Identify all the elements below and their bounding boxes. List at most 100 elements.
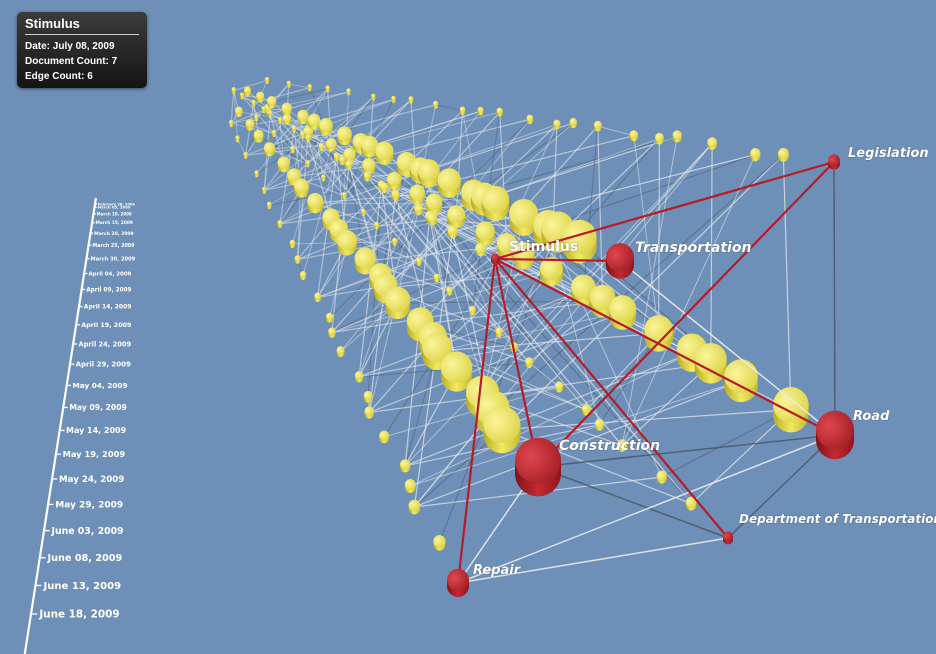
history-edge [690, 409, 792, 505]
history-edge [317, 232, 486, 298]
history-edge [256, 149, 293, 175]
timeline-date-label[interactable]: April 29, 2009 [76, 361, 131, 369]
active-term-nodes[interactable] [443, 152, 860, 598]
info-date-row: Date: July 08, 2009 [25, 39, 139, 54]
history-node [525, 357, 533, 368]
history-edge [263, 109, 332, 146]
info-edge-count-label: Edge Count: [25, 71, 85, 82]
history-node [262, 186, 267, 194]
info-document-count-value: 7 [111, 56, 118, 67]
history-edge [369, 386, 560, 414]
history-node [343, 147, 356, 163]
history-node [391, 189, 400, 201]
history-edge [340, 119, 531, 352]
term-node-repair[interactable] [443, 565, 472, 598]
history-node [409, 184, 425, 205]
timeline-date-label[interactable]: March 05, 2009 [98, 205, 131, 210]
timeline-date-label[interactable]: June 13, 2009 [42, 581, 121, 592]
timeline-date-label[interactable]: April 09, 2009 [86, 287, 131, 293]
timeline-date-label[interactable]: April 04, 2009 [88, 271, 131, 277]
history-edge [491, 154, 784, 413]
history-node [594, 418, 605, 431]
history-edge [498, 289, 584, 333]
history-node [656, 470, 667, 484]
history-edge [269, 180, 395, 206]
history-node [299, 270, 307, 281]
history-node [364, 406, 374, 419]
history-node [336, 346, 345, 357]
timeline-date-label[interactable]: April 19, 2009 [81, 322, 132, 329]
term-node-road[interactable] [810, 405, 860, 460]
history-edge [418, 209, 587, 411]
history-edge [263, 154, 350, 191]
history-edge [597, 125, 634, 137]
term-node-stimulus[interactable] [490, 252, 501, 265]
history-node [307, 84, 312, 92]
highlighted-edge [456, 258, 497, 584]
history-edge [455, 110, 464, 217]
history-node [326, 312, 334, 323]
timeline-date-label[interactable]: May 19, 2009 [63, 449, 126, 459]
history-node [433, 273, 440, 283]
history-edge [599, 333, 660, 425]
history-node [300, 131, 305, 139]
timeline-date-label[interactable]: June 18, 2009 [38, 609, 119, 621]
history-node [477, 106, 484, 116]
history-node [481, 185, 510, 221]
timeline-date-label[interactable]: June 03, 2009 [50, 526, 123, 537]
timeline-date-label[interactable]: June 08, 2009 [47, 553, 123, 564]
timeline-date-label[interactable]: April 14, 2009 [84, 304, 132, 311]
history-edge [394, 241, 420, 263]
history-edge [585, 333, 660, 411]
history-node [361, 208, 366, 216]
history-node [384, 286, 411, 320]
history-node [277, 220, 283, 228]
info-panel: Stimulus Date: July 08, 2009 Document Co… [17, 12, 147, 88]
timeline-date-label[interactable]: March 20, 2009 [94, 231, 134, 237]
history-edge [621, 362, 712, 447]
history-edge [621, 154, 756, 446]
term-node-construction[interactable] [507, 430, 568, 497]
history-node [569, 117, 577, 129]
history-edge [279, 211, 364, 225]
history-edges [230, 79, 792, 544]
history-edge [397, 300, 603, 304]
history-node [307, 113, 321, 130]
history-node [268, 110, 273, 118]
timeline-date-label[interactable]: May 29, 2009 [55, 501, 123, 511]
timeline-date-label[interactable]: March 10, 2009 [97, 211, 132, 216]
history-edge [279, 180, 395, 225]
term-labels: Stimulus Transportation Legislation Road Con… [473, 146, 936, 579]
history-edge [297, 203, 435, 261]
history-edge [331, 254, 524, 334]
timeline-date-label[interactable]: April 24, 2009 [78, 340, 131, 348]
history-node [526, 114, 534, 125]
history-node [408, 499, 421, 515]
history-edge [320, 146, 420, 263]
history-edge [501, 154, 784, 431]
timeline-date-label[interactable]: May 14, 2009 [66, 426, 127, 435]
timeline-date-label[interactable]: February 28, 2009 [98, 202, 136, 206]
timeline-date-label[interactable]: May 09, 2009 [69, 403, 127, 412]
timeline-date-label[interactable]: May 04, 2009 [73, 381, 128, 390]
history-node [229, 120, 234, 128]
term-node-transportation[interactable] [601, 239, 638, 279]
history-edge [661, 409, 792, 478]
term-node-legislation[interactable] [826, 152, 842, 170]
history-node [345, 160, 353, 170]
history-node [554, 381, 564, 393]
history-node [290, 146, 295, 154]
timeline-date-label[interactable]: March 30, 2009 [91, 257, 136, 263]
history-edge [230, 117, 257, 125]
history-edge [384, 187, 474, 196]
info-date-label: Date: [25, 41, 51, 52]
history-node [231, 87, 236, 95]
timeline-date-label[interactable]: March 25, 2009 [92, 243, 135, 249]
term-node-department-of-transportation[interactable] [721, 530, 734, 545]
timeline-date-label[interactable]: May 24, 2009 [59, 475, 124, 485]
timeline-date-label[interactable]: March 15, 2009 [96, 220, 133, 226]
history-edge [366, 176, 500, 333]
history-edge [597, 126, 604, 302]
